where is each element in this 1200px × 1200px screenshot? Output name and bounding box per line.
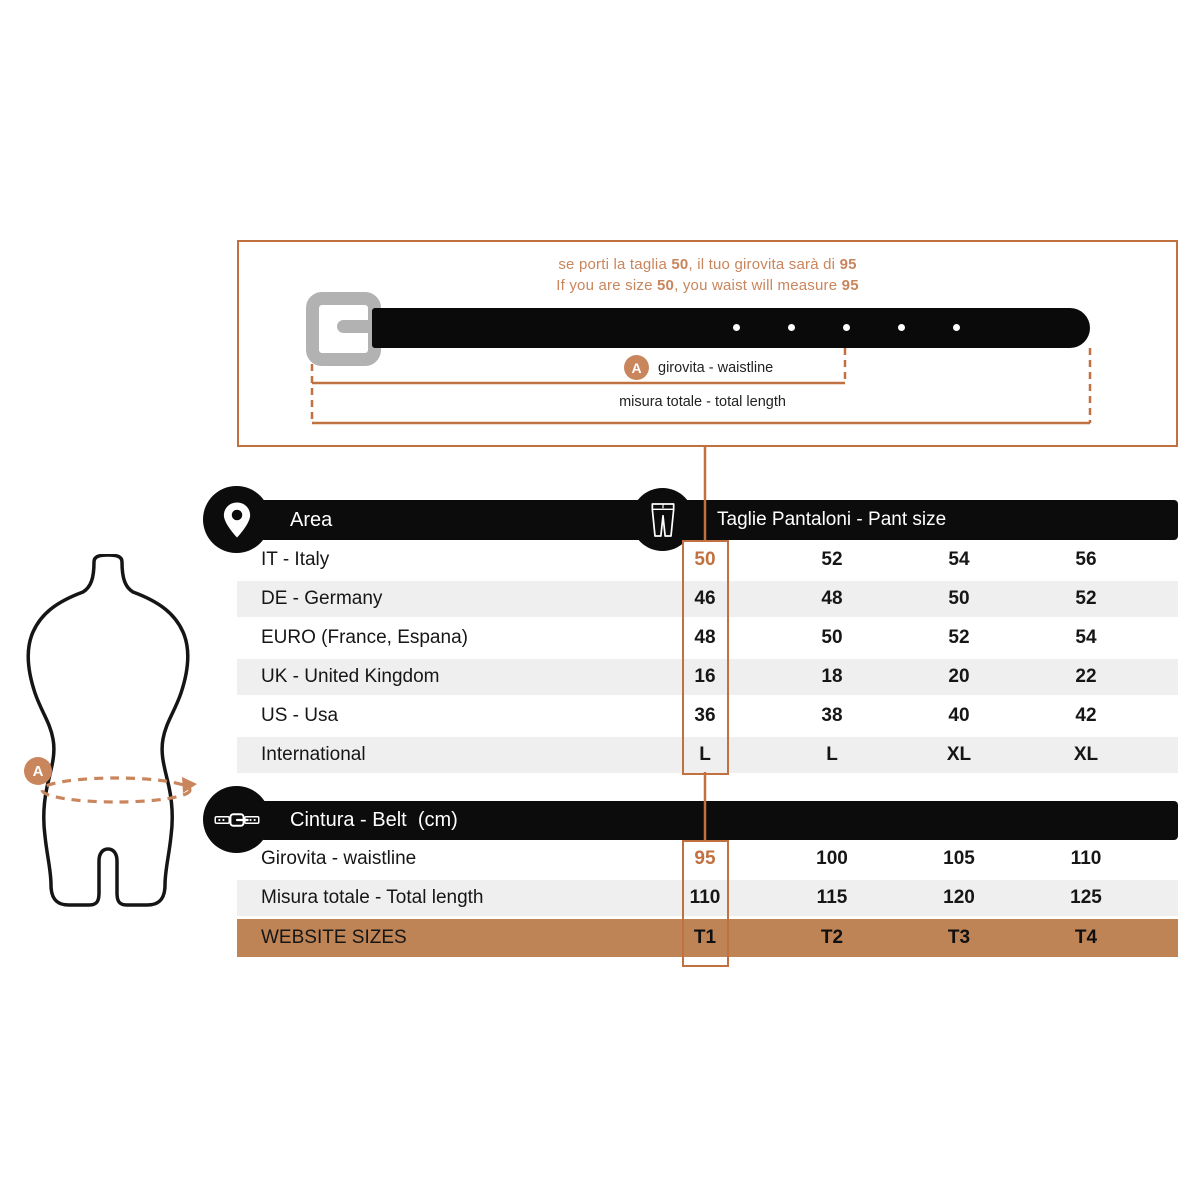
location-pin-icon (203, 486, 270, 553)
size-cell: 56 (1075, 549, 1097, 570)
belt-hole (788, 324, 795, 331)
row-label: WEBSITE SIZES (261, 927, 407, 948)
belt-icon (203, 786, 270, 853)
mannequin-torso (26, 553, 190, 907)
size-cell: 18 (821, 666, 843, 687)
pants-glyph (650, 502, 675, 537)
row-label: Girovita - waistline (261, 848, 417, 869)
row-label: DE - Germany (261, 588, 383, 609)
belt-prong-graphic (337, 320, 375, 333)
table-row: EURO (France, Espana) 48 50 52 54 (237, 620, 1178, 656)
size-cell: T2 (820, 927, 844, 948)
table-row: Misura totale - Total length 110 115 120… (237, 880, 1178, 916)
waistline-label: girovita - waistline (658, 359, 774, 376)
row-label: Misura totale - Total length (261, 887, 484, 908)
table-row: UK - United Kingdom 16 18 20 22 (237, 659, 1178, 695)
table-row: IT - Italy 50 52 54 56 (237, 542, 1178, 578)
size-cell: 52 (821, 549, 843, 570)
size-hint-italian: se porti la taglia 50, il tuo girovita s… (558, 256, 857, 273)
belt-table-header-bar: Cintura - Belt (cm) (260, 801, 1178, 840)
size-cell: XL (1073, 744, 1099, 765)
row-label: US - Usa (261, 705, 339, 726)
size-cell: 52 (1075, 588, 1097, 609)
size-cell: 48 (694, 627, 716, 648)
size-cell: 46 (694, 588, 716, 609)
size-cell: 120 (943, 887, 975, 908)
size-cell: L (826, 744, 838, 765)
belt-hole (843, 324, 850, 331)
a-marker-badge: A (24, 757, 52, 785)
size-cell: T1 (693, 927, 717, 948)
size-cell: 54 (1075, 627, 1097, 648)
mannequin-figure (20, 553, 216, 915)
size-cell: 38 (821, 705, 843, 726)
belt-glyph (213, 812, 260, 827)
size-cell: T4 (1074, 927, 1098, 948)
size-cell: 50 (948, 588, 970, 609)
size-cell: 105 (943, 848, 975, 869)
size-cell: 110 (689, 887, 721, 908)
size-cell: 22 (1075, 666, 1097, 687)
belt-hole (898, 324, 905, 331)
table-row: US - Usa 36 38 40 42 (237, 698, 1178, 734)
belt-hole (733, 324, 740, 331)
pant-size-header: Taglie Pantaloni - Pant size (717, 509, 947, 530)
size-cell: 42 (1075, 705, 1097, 726)
size-cell: 16 (694, 666, 716, 687)
highlight-column-box-belt (682, 840, 729, 967)
a-marker-badge: A (624, 355, 649, 380)
location-pin-glyph (223, 502, 250, 537)
size-cell: 100 (816, 848, 848, 869)
row-label: UK - United Kingdom (261, 666, 440, 687)
total-length-label: misura totale - total length (619, 394, 786, 410)
highlight-column-box-pants (682, 540, 729, 775)
size-cell: XL (946, 744, 972, 765)
belt-info-box: se porti la taglia 50, il tuo girovita s… (237, 240, 1178, 447)
size-cell: 95 (694, 848, 716, 869)
waistline-annotation: A girovita - waistline (624, 355, 773, 380)
size-cell: 20 (948, 666, 970, 687)
row-label: IT - Italy (261, 549, 330, 570)
area-header: Area (290, 509, 333, 531)
size-hint-english: If you are size 50, you waist will measu… (556, 277, 859, 294)
size-cell: 36 (694, 705, 716, 726)
size-cell: L (699, 744, 711, 765)
size-cell: 125 (1070, 887, 1102, 908)
size-cell: 50 (821, 627, 843, 648)
pant-table-header-bar: Area Taglie Pantaloni - Pant size (260, 500, 1178, 540)
website-sizes-row: WEBSITE SIZES T1 T2 T3 T4 (237, 919, 1178, 957)
belt-strap-graphic (372, 308, 1090, 348)
table-row: DE - Germany 46 48 50 52 (237, 581, 1178, 617)
size-cell: 40 (948, 705, 970, 726)
row-label: EURO (France, Espana) (261, 627, 468, 648)
row-label: International (261, 744, 366, 765)
table-row: Girovita - waistline 95 100 105 110 (237, 841, 1178, 877)
belt-header: Cintura - Belt (cm) (290, 809, 458, 831)
size-cell: 48 (821, 588, 843, 609)
size-cell: 50 (694, 549, 716, 570)
size-cell: 54 (948, 549, 970, 570)
size-cell: 115 (816, 887, 848, 908)
table-row: International L L XL XL (237, 737, 1178, 773)
belt-hole (953, 324, 960, 331)
size-cell: 52 (948, 627, 970, 648)
size-cell: 110 (1070, 848, 1102, 869)
size-cell: T3 (947, 927, 971, 948)
